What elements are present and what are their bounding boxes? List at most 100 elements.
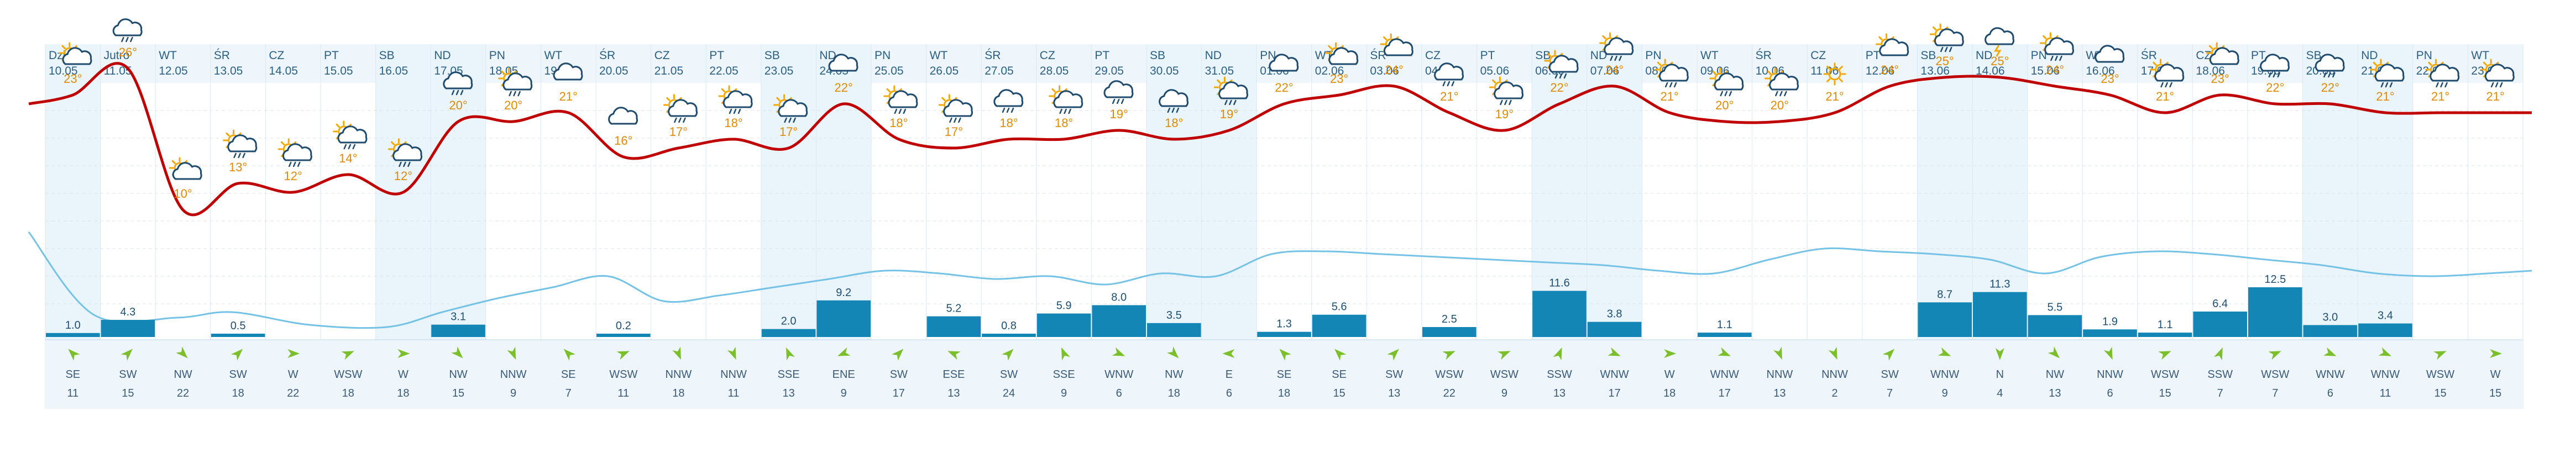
rain-amount-label: 3.0 <box>2322 311 2338 323</box>
sun-cloud-icon <box>2206 42 2239 65</box>
wind-arrow-icon <box>1112 347 1125 356</box>
wind-direction-label: NW <box>2046 368 2064 381</box>
rain-bar <box>2248 287 2302 337</box>
rain-bar <box>1092 305 1146 337</box>
rain-amount-label: 0.8 <box>1001 320 1017 332</box>
wind-speed-label: 9 <box>1061 387 1067 399</box>
wind-direction-label: SSW <box>2207 368 2233 381</box>
day-name-label: SB <box>765 49 780 62</box>
sun-rain-icon <box>278 138 312 167</box>
wind-direction-label: WSW <box>609 368 637 381</box>
wind-direction-label: NW <box>1165 368 1183 381</box>
wind-speed-label: 22 <box>1443 387 1455 399</box>
day-name-label: WT <box>2471 49 2489 62</box>
temperature-label: 20° <box>1771 98 1789 112</box>
wind-speed-label: 15 <box>2434 387 2446 399</box>
temperature-label: 25° <box>1991 54 2009 68</box>
date-label: 30.05 <box>1150 65 1179 77</box>
wind-arrow-icon <box>287 349 300 358</box>
day-name-label: WT <box>1700 49 1719 62</box>
sun-rain-icon <box>773 94 808 123</box>
wind-arrow-icon <box>563 349 575 361</box>
wind-direction-label: SE <box>1332 368 1347 381</box>
wind-arrow-icon <box>672 346 681 360</box>
wind-arrow-icon <box>1882 349 1895 361</box>
wind-speed-label: 9 <box>841 387 847 399</box>
date-label: 10.05 <box>49 65 78 77</box>
rain-cloud-icon <box>993 89 1024 113</box>
day-name-label: ND <box>1590 49 1607 62</box>
wind-direction-label: SW <box>119 368 137 381</box>
day-name-label: PN <box>875 49 891 62</box>
wind-speed-label: 22 <box>177 387 189 399</box>
wind-direction-label: WNW <box>2316 368 2344 381</box>
rain-amount-label: 0.2 <box>616 320 631 332</box>
sun-cloud-icon <box>1876 33 1909 56</box>
wind-arrow-icon <box>451 346 463 359</box>
sun-rain-icon <box>223 129 258 159</box>
wind-arrow-icon <box>2268 351 2281 360</box>
wind-speed-label: 7 <box>566 387 572 399</box>
date-label: 07.06 <box>1590 65 1620 77</box>
rain-bar <box>2028 315 2082 337</box>
wind-speed-label: 6 <box>1226 387 1232 399</box>
wind-speed-label: 18 <box>397 387 409 399</box>
wind-speed-label: 11 <box>67 387 78 399</box>
wind-direction-label: NNW <box>666 368 692 381</box>
temperature-label: 18° <box>724 116 742 130</box>
date-label: 22.05 <box>709 65 739 77</box>
temperature-label: 23° <box>2211 72 2229 86</box>
day-name-label: SB <box>1150 49 1165 62</box>
temperature-label: 24° <box>1881 63 1899 77</box>
temperature-label: 19° <box>1220 107 1238 121</box>
wind-direction-label: SSW <box>1547 368 1572 381</box>
temperature-label: 17° <box>669 125 688 139</box>
date-label: 05.06 <box>1480 65 1510 77</box>
temperature-label: 21° <box>1661 89 1679 103</box>
wind-arrow-icon <box>2103 346 2113 360</box>
wind-arrow-icon <box>2213 347 2223 361</box>
day-name-label: SB <box>2306 49 2322 62</box>
rain-amount-label: 3.8 <box>1607 308 1622 320</box>
day-name-label: PT <box>1480 49 1495 62</box>
rain-bar <box>46 333 100 337</box>
day-name-label: PN <box>2031 49 2047 62</box>
wind-speed-label: 9 <box>1942 387 1948 399</box>
sun-rain-icon <box>1709 67 1744 97</box>
wind-arrow-icon <box>616 351 630 360</box>
temperature-label: 12° <box>394 169 412 183</box>
wind-arrow-icon <box>68 349 80 361</box>
wind-speed-label: 7 <box>2272 387 2278 399</box>
temperature-label: 21° <box>1440 89 1458 103</box>
day-name-label: ŚR <box>599 49 615 62</box>
wind-arrow-icon <box>1334 349 1347 361</box>
wind-speed-label: 6 <box>2327 387 2333 399</box>
wind-arrow-icon <box>786 347 795 361</box>
rain-bar <box>2138 333 2192 337</box>
wind-arrow-icon <box>176 346 188 359</box>
day-name-label: PT <box>2251 49 2266 62</box>
day-name-label: SB <box>1535 49 1551 62</box>
wind-direction-label: NNW <box>1767 368 1793 381</box>
wind-direction-label: ENE <box>833 368 855 381</box>
rain-bar <box>761 329 816 337</box>
rain-bar <box>1698 333 1752 337</box>
temperature-label: 21° <box>559 89 578 103</box>
wind-speed-label: 15 <box>2159 387 2171 399</box>
wind-arrow-icon <box>1995 348 2004 360</box>
rain-bar <box>1312 314 1366 337</box>
wind-speed-label: 9 <box>510 387 516 399</box>
wind-direction-label: SE <box>561 368 576 381</box>
wind-direction-label: SE <box>1277 368 1292 381</box>
rain-bar <box>1036 313 1091 337</box>
day-name-label: ND <box>1205 49 1222 62</box>
rain-bar <box>596 334 651 337</box>
wind-direction-label: WNW <box>1710 368 1739 381</box>
rain-bar <box>2358 323 2412 337</box>
sun-rain-icon <box>1544 50 1579 79</box>
sun-rain-icon <box>498 67 533 97</box>
date-label: 13.05 <box>214 65 243 77</box>
wind-direction-label: WNW <box>2371 368 2400 381</box>
rain-cloud-icon <box>112 18 143 43</box>
day-name-label: CZ <box>269 49 284 62</box>
